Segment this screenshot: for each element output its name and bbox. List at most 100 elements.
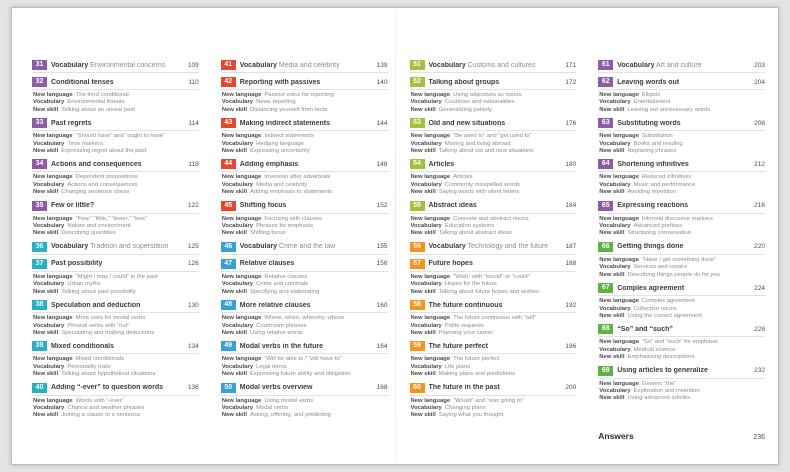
- unit-detail-new-language: New language More uses for modal verbs: [33, 315, 146, 322]
- unit-title: Relative clauses: [239, 260, 295, 268]
- toc-column-4-units: 61 Vocabulary Art and culture 203 62 Leaving…: [598, 60, 765, 407]
- unit-title: Talking about groups: [428, 78, 500, 86]
- unit-detail-new-language: New language Where, when, whereby, whose: [221, 315, 345, 322]
- unit-page-number: 110: [188, 78, 199, 86]
- unit-title: Substituting words: [617, 119, 681, 127]
- unit-number-badge: 51: [409, 60, 425, 70]
- answers-page-number: 236: [753, 433, 765, 441]
- unit-number-badge: 69: [598, 365, 614, 376]
- unit-detail-new-language: New language Concrete and abstract nouns: [410, 215, 529, 222]
- unit-page-number: 180: [565, 160, 577, 168]
- unit-page-number: 155: [376, 243, 388, 251]
- unit-number-badge: 38: [32, 300, 47, 311]
- unit-detail-new-language: New language “Be used to” and “get used t…: [410, 133, 532, 140]
- toc-unit-65: 65 Expressing reactions 216 New language Inf…: [598, 200, 765, 238]
- unit-title: Making indirect statements: [239, 119, 330, 127]
- unit-detail-new-language: New language Inversion after adverbials: [221, 174, 331, 181]
- unit-page-number: 188: [565, 260, 577, 268]
- unit-detail-vocabulary: Vocabulary Crime and criminals: [221, 281, 309, 288]
- unit-header: 51 Vocabulary Customs and cultures 171: [409, 60, 577, 73]
- toc-unit-57: 57 Future hopes 188 New language “Wish” with…: [409, 258, 577, 296]
- toc-unit-52: 52 Talking about groups 172 New language Usi…: [409, 77, 577, 114]
- unit-page-number: 118: [188, 160, 199, 168]
- unit-page-number: 196: [565, 342, 577, 350]
- unit-header: 65 Expressing reactions 216: [598, 200, 765, 214]
- answers-label: Answers: [598, 430, 634, 441]
- unit-number-badge: 42: [220, 77, 236, 87]
- unit-detail-new-language: New language Complex agreement: [599, 298, 695, 305]
- unit-header: 38 Speculation and deduction 130: [32, 300, 199, 314]
- unit-detail-vocabulary: Vocabulary Legal terms: [221, 363, 287, 370]
- unit-page-number: 184: [565, 202, 577, 210]
- unit-detail-new-language: New language Informal discourse markers: [599, 215, 713, 222]
- unit-page-number: 192: [565, 301, 577, 309]
- unit-detail-vocabulary: Vocabulary Exploration and invention: [599, 387, 700, 394]
- unit-page-number: 224: [754, 284, 765, 292]
- unit-number-badge: 54: [409, 159, 425, 170]
- toc-unit-35: 35 Few or little? 122 New language “Few,” “l…: [32, 200, 199, 238]
- unit-title: Shifting focus: [239, 202, 287, 210]
- unit-detail-vocabulary: Vocabulary Entertainment: [599, 99, 671, 106]
- unit-detail-new-skill: New skill Using advanced articles: [599, 395, 691, 402]
- toc-unit-59: 59 The future perfect 196 New language The f…: [409, 341, 577, 378]
- unit-details: New language Substitution Vocabulary Books …: [598, 133, 765, 155]
- unit-header: 54 Articles 180: [409, 159, 577, 173]
- unit-number-badge: 67: [598, 283, 614, 294]
- toc-unit-61: 61 Vocabulary Art and culture 203: [598, 60, 765, 73]
- unit-detail-new-skill: New skill Avoiding repetition: [599, 189, 676, 196]
- unit-title: Reporting with passives: [239, 78, 321, 86]
- unit-details: New language Words with “-ever” Vocabulary…: [32, 398, 199, 420]
- unit-title: Getting things done: [617, 243, 684, 251]
- unit-detail-new-skill: New skill Structuring conversation: [599, 230, 691, 237]
- unit-detail-vocabulary: Vocabulary Advanced prefixes: [599, 223, 683, 230]
- unit-details: New language Ellipsis Vocabulary Entertainm…: [598, 92, 765, 114]
- unit-page-number: 144: [376, 119, 388, 127]
- unit-title: Conditional tenses: [51, 78, 114, 86]
- unit-detail-new-skill: New skill Describing quantities: [33, 230, 116, 237]
- unit-title: More relative clauses: [239, 301, 311, 309]
- unit-detail-new-skill: New skill Talking about an unreal past: [33, 106, 135, 113]
- unit-title: The future continuous: [428, 301, 503, 309]
- unit-detail-new-language: New language Words with “-ever”: [33, 397, 124, 404]
- unit-header: 44 Adding emphasis 148: [220, 159, 388, 173]
- unit-header: 62 Leaving words out 204: [598, 77, 765, 90]
- unit-detail-new-skill: New skill Talking about hypothetical situ…: [33, 371, 156, 378]
- unit-detail-new-language: New language “Will be able to,” “will hav…: [221, 356, 342, 363]
- toc-unit-54: 54 Articles 180 New language Articles Vocabul…: [409, 159, 577, 196]
- unit-header: 57 Future hopes 188: [409, 258, 577, 272]
- unit-number-badge: 49: [220, 341, 236, 352]
- unit-page-number: 140: [376, 78, 388, 86]
- unit-details: New language “Few,” “little,” “fewer,” “l…: [32, 216, 199, 238]
- unit-detail-new-language: New language Passive voice for reporting: [221, 92, 334, 98]
- unit-title: Vocabulary Media and celebrity: [239, 61, 340, 69]
- unit-number-badge: 36: [32, 241, 47, 252]
- toc-unit-38: 38 Speculation and deduction 130 New langua…: [32, 300, 199, 337]
- unit-detail-new-skill: New skill Speculating and making deductio…: [33, 329, 155, 336]
- toc-unit-47: 47 Relative clauses 156 New language Relativ…: [220, 258, 388, 296]
- unit-number-badge: 68: [598, 324, 614, 335]
- unit-title: Using articles to generalize: [617, 367, 708, 375]
- unit-details: New language Concrete and abstract nouns V…: [410, 216, 577, 238]
- unit-detail-new-language: New language Reduced infinitives: [599, 174, 692, 181]
- toc-unit-44: 44 Adding emphasis 148 New language Inversio…: [220, 159, 388, 196]
- unit-detail-vocabulary: Vocabulary News reporting: [221, 99, 296, 106]
- toc-unit-32: 32 Conditional tenses 110 New language The t…: [32, 77, 199, 114]
- page-spine: [395, 8, 396, 464]
- unit-detail-vocabulary: Vocabulary Music and performance: [599, 181, 696, 188]
- unit-detail-new-skill: New skill Using relative words: [221, 329, 304, 336]
- unit-detail-vocabulary: Vocabulary Environmental threats: [33, 99, 125, 106]
- unit-number-badge: 53: [409, 118, 425, 129]
- unit-page-number: 139: [376, 61, 388, 69]
- unit-title: Vocabulary Tradition and superstition: [51, 243, 169, 251]
- unit-detail-new-skill: New skill Talking about past possibility: [33, 288, 136, 295]
- unit-header: 49 Modal verbs in the future 164: [220, 341, 388, 355]
- unit-detail-new-skill: New skill Expressing future ability and o…: [221, 371, 351, 378]
- unit-detail-vocabulary: Vocabulary Polite requests: [410, 322, 484, 329]
- unit-header: 66 Getting things done 220: [598, 241, 765, 255]
- unit-detail-new-skill: New skill Shifting focus: [221, 230, 286, 237]
- toc-unit-60: 60 The future in the past 200 New language “…: [409, 382, 577, 420]
- unit-detail-new-language: New language “Might / may / could” in the…: [33, 273, 158, 280]
- toc-unit-69: 69 Using articles to generalize 232 New lan…: [598, 365, 765, 403]
- unit-detail-vocabulary: Vocabulary Medical science: [599, 346, 676, 353]
- unit-number-badge: 56: [409, 241, 425, 252]
